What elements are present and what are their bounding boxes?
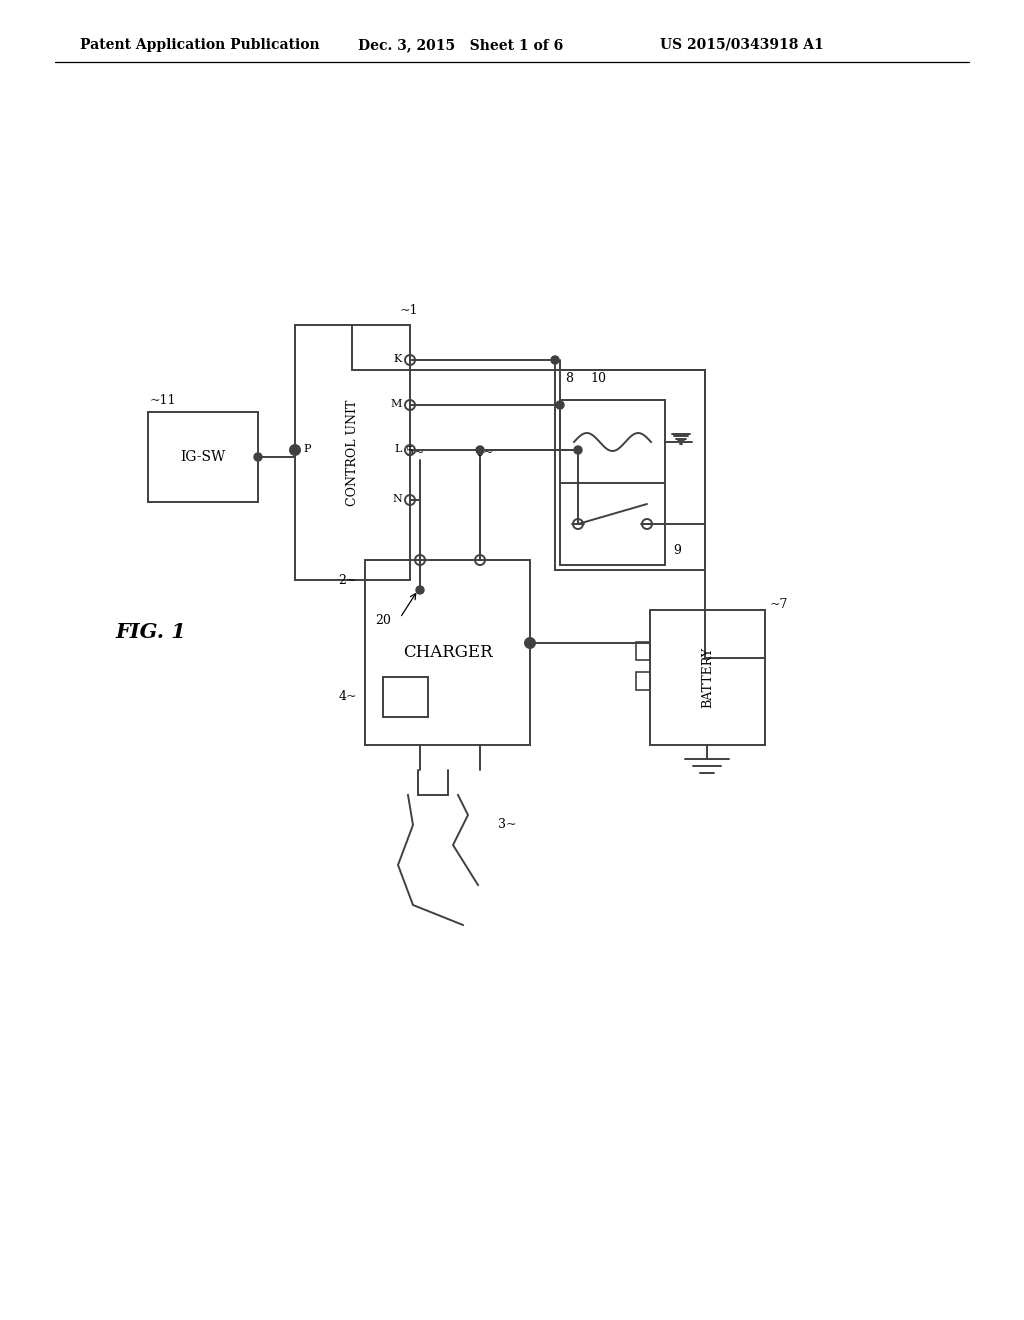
Text: P: P	[303, 444, 310, 454]
Text: 4~: 4~	[339, 690, 357, 704]
Text: BATTERY: BATTERY	[701, 647, 714, 708]
Circle shape	[574, 446, 582, 454]
Bar	[365, 560, 530, 744]
Bar	[560, 400, 665, 565]
Text: Patent Application Publication: Patent Application Publication	[80, 38, 319, 51]
Text: ~7: ~7	[770, 598, 788, 611]
Bar	[636, 642, 650, 660]
Text: K: K	[393, 354, 402, 364]
Text: 20: 20	[375, 614, 391, 627]
Text: 5~: 5~	[406, 446, 424, 458]
Text: N: N	[392, 494, 402, 504]
Circle shape	[526, 639, 534, 647]
Text: US 2015/0343918 A1: US 2015/0343918 A1	[660, 38, 823, 51]
Text: L: L	[394, 444, 402, 454]
Text: 2~: 2~	[339, 573, 357, 586]
Text: Dec. 3, 2015   Sheet 1 of 6: Dec. 3, 2015 Sheet 1 of 6	[358, 38, 563, 51]
Text: IG-SW: IG-SW	[180, 450, 225, 465]
Bar	[148, 412, 258, 502]
Bar	[555, 370, 705, 570]
Text: 9: 9	[673, 544, 681, 557]
Circle shape	[254, 453, 262, 461]
Text: M: M	[390, 399, 402, 409]
Text: ~11: ~11	[150, 393, 176, 407]
Text: CHARGER: CHARGER	[402, 644, 493, 661]
Bar	[295, 325, 410, 579]
Text: 10: 10	[590, 371, 606, 384]
Bar	[383, 677, 428, 717]
Text: 6~: 6~	[475, 446, 494, 458]
Text: FIG. 1: FIG. 1	[115, 622, 185, 642]
Circle shape	[291, 446, 299, 454]
Text: 8: 8	[565, 371, 573, 384]
Circle shape	[556, 401, 564, 409]
Circle shape	[551, 356, 559, 364]
Text: ~1: ~1	[400, 304, 419, 317]
Circle shape	[416, 586, 424, 594]
Bar	[650, 610, 765, 744]
Text: CONTROL UNIT: CONTROL UNIT	[346, 400, 359, 506]
Text: 3~: 3~	[498, 818, 516, 832]
Bar	[636, 672, 650, 690]
Circle shape	[476, 446, 484, 454]
